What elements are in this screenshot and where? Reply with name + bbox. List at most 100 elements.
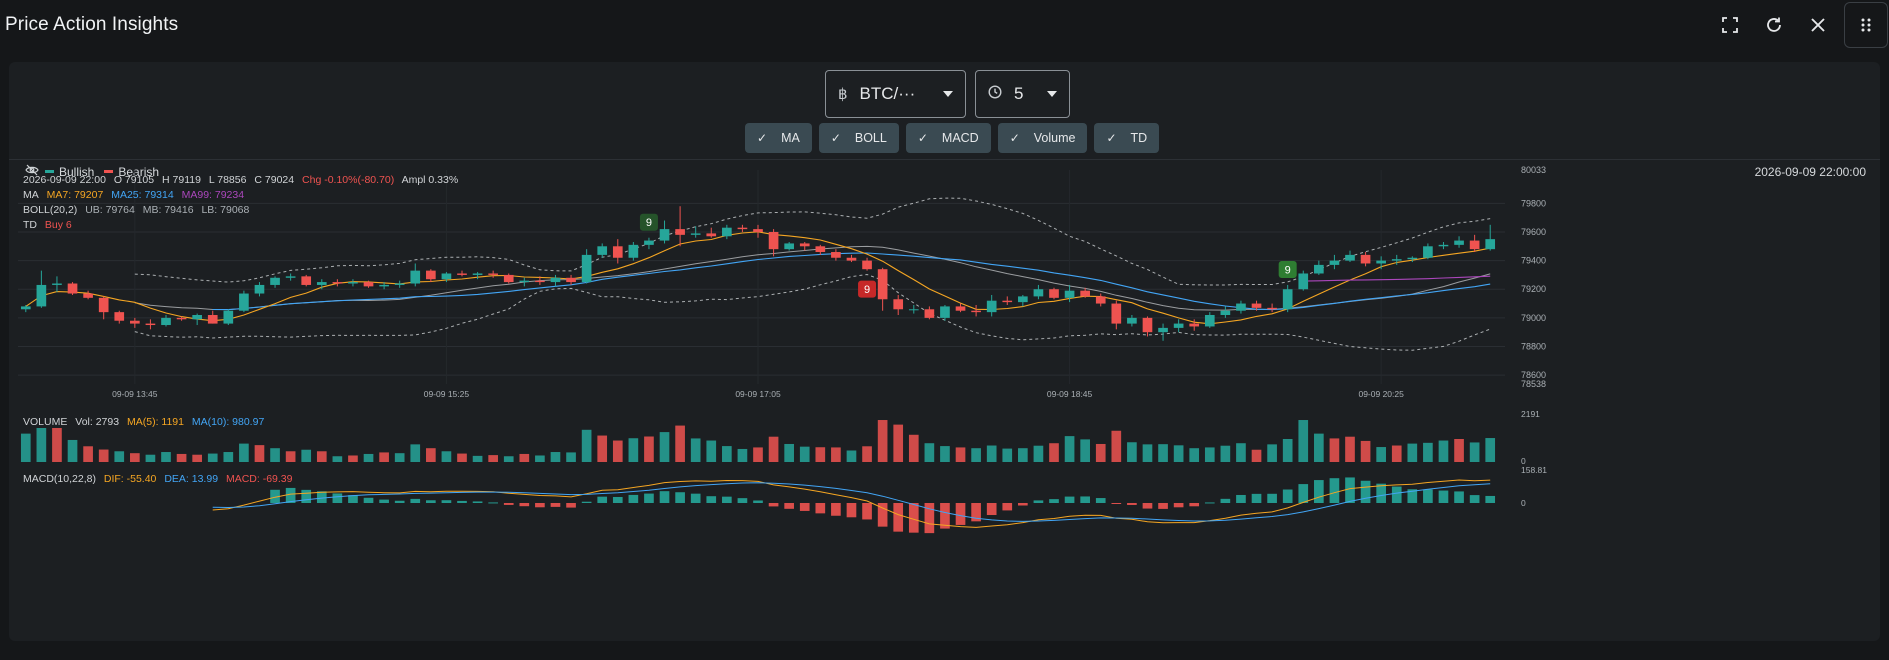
legend-bullish[interactable]: Bullish xyxy=(45,165,94,179)
macd-histogram-bar xyxy=(971,503,981,522)
volume-ma5: MA(5): 1191 xyxy=(126,416,184,428)
fullscreen-icon[interactable] xyxy=(1708,3,1752,47)
volume-bar xyxy=(628,438,639,462)
candle xyxy=(768,231,779,250)
volume-bar xyxy=(1485,438,1496,462)
macd-histogram-bar xyxy=(955,503,966,525)
volume-value: Vol: 2793 xyxy=(75,416,120,428)
candle xyxy=(612,246,623,258)
ma-info: MA MA7: 79207 MA25: 79314 MA99: 79234 xyxy=(23,189,249,201)
macd-histogram-bar xyxy=(550,503,561,507)
macd-dif-line xyxy=(212,479,1491,528)
macd-histogram-bar xyxy=(659,491,670,503)
bitcoin-icon: ฿ xyxy=(838,86,848,103)
candle xyxy=(98,297,109,313)
macd-histogram-bar xyxy=(457,500,467,503)
check-icon: ✓ xyxy=(1106,131,1117,145)
price-tick-label: 79000 xyxy=(1521,313,1546,323)
ohlc-open: O 79105 xyxy=(113,174,155,186)
bullish-swatch xyxy=(45,170,54,173)
candle xyxy=(1469,240,1480,250)
candle xyxy=(1376,260,1386,264)
macd-histogram-bar xyxy=(831,503,841,516)
candle xyxy=(846,257,857,261)
apps-menu-button[interactable] xyxy=(1844,2,1888,48)
volume-bar xyxy=(1204,447,1215,462)
volume-tick-label: 2191 xyxy=(1521,409,1540,419)
candle xyxy=(1002,300,1013,303)
toggle-macd[interactable]: ✓ MACD xyxy=(905,123,991,153)
candle xyxy=(488,273,498,275)
toggle-td[interactable]: ✓ TD xyxy=(1094,123,1160,153)
candle xyxy=(52,283,62,285)
volume-bar xyxy=(644,436,654,462)
window-actions xyxy=(1708,0,1889,50)
macd-histogram-bar xyxy=(581,501,592,503)
volume-bar xyxy=(550,452,561,462)
time-tick-label: 09-09 18:45 xyxy=(1047,389,1093,399)
volume-bar xyxy=(659,432,670,462)
candle xyxy=(1064,290,1075,298)
toggle-boll[interactable]: ✓ BOLL xyxy=(818,123,899,153)
price-tick-label: 78800 xyxy=(1521,341,1546,351)
volume-bar xyxy=(1345,436,1355,462)
volume-bar xyxy=(768,436,779,462)
volume-bar xyxy=(316,451,327,462)
volume-bar xyxy=(846,450,857,462)
volume-bar xyxy=(535,455,545,462)
volume-bar xyxy=(488,455,498,462)
macd-histogram-bar xyxy=(1298,484,1309,503)
toggle-volume-label: Volume xyxy=(1033,131,1076,145)
volume-bar xyxy=(1282,438,1293,462)
ma25-value: MA25: 79314 xyxy=(111,189,174,201)
macd-histogram-bar xyxy=(332,493,343,503)
volume-tick-label: 0 xyxy=(1521,456,1526,466)
volume-bar xyxy=(1438,440,1449,462)
volume-bar xyxy=(1314,433,1324,462)
candle xyxy=(799,243,810,247)
td-info: TD Buy 6 xyxy=(23,219,77,231)
volume-bar xyxy=(1095,443,1106,462)
volume-bar xyxy=(1002,448,1013,462)
volume-bar xyxy=(737,448,748,462)
volume-bar xyxy=(1111,430,1122,462)
candle xyxy=(1282,289,1293,310)
interval-select[interactable]: 5 xyxy=(975,70,1070,118)
check-icon: ✓ xyxy=(917,131,928,145)
volume-bar xyxy=(1360,440,1371,462)
macd-histogram-bar xyxy=(940,503,950,529)
volume-bar xyxy=(36,422,47,462)
volume-bar xyxy=(815,447,826,462)
macd-histogram-bar xyxy=(1485,495,1496,503)
candle xyxy=(1423,246,1433,258)
macd-histogram-bar xyxy=(1391,486,1402,503)
volume-bar xyxy=(690,438,701,462)
chart-panel: ฿ BTC/··· 5 ✓ MA ✓ BOLL ✓ MACD ✓ Volume ✓ TD … xyxy=(9,62,1880,641)
candle xyxy=(628,244,639,258)
volume-info: VOLUME Vol: 2793 MA(5): 1191 MA(10): 980… xyxy=(23,416,270,428)
candlestick-chart[interactable]: 80033 79800 79600 79400 79200 79000 78800 78600… xyxy=(9,62,1880,641)
volume-bar xyxy=(1236,443,1246,462)
symbol-select[interactable]: ฿ BTC/··· xyxy=(825,70,966,118)
macd-histogram-bar xyxy=(1002,503,1013,511)
macd-histogram-bar xyxy=(410,498,421,503)
volume-bar xyxy=(612,440,623,462)
volume-bar xyxy=(1329,438,1340,462)
macd-histogram-bar xyxy=(1064,496,1075,503)
legend-bearish[interactable]: Bearish xyxy=(104,165,159,179)
visibility-off-icon[interactable] xyxy=(25,164,39,179)
macd-histogram-bar xyxy=(1049,499,1059,503)
toggle-volume[interactable]: ✓ Volume xyxy=(997,123,1088,153)
macd-histogram-bar xyxy=(1251,493,1262,503)
macd-label: MACD(10,22,8) xyxy=(23,473,96,485)
candle xyxy=(270,277,280,285)
refresh-icon[interactable] xyxy=(1752,3,1796,47)
toggle-ma[interactable]: ✓ MA xyxy=(745,123,812,153)
ma25-line xyxy=(212,252,1491,311)
close-icon[interactable] xyxy=(1796,3,1840,47)
price-tick-label: 79800 xyxy=(1521,198,1546,208)
macd-histogram-bar xyxy=(1267,493,1277,503)
candle xyxy=(114,312,125,321)
macd-histogram-bar xyxy=(1314,480,1324,503)
macd-histogram-bar xyxy=(270,489,280,503)
